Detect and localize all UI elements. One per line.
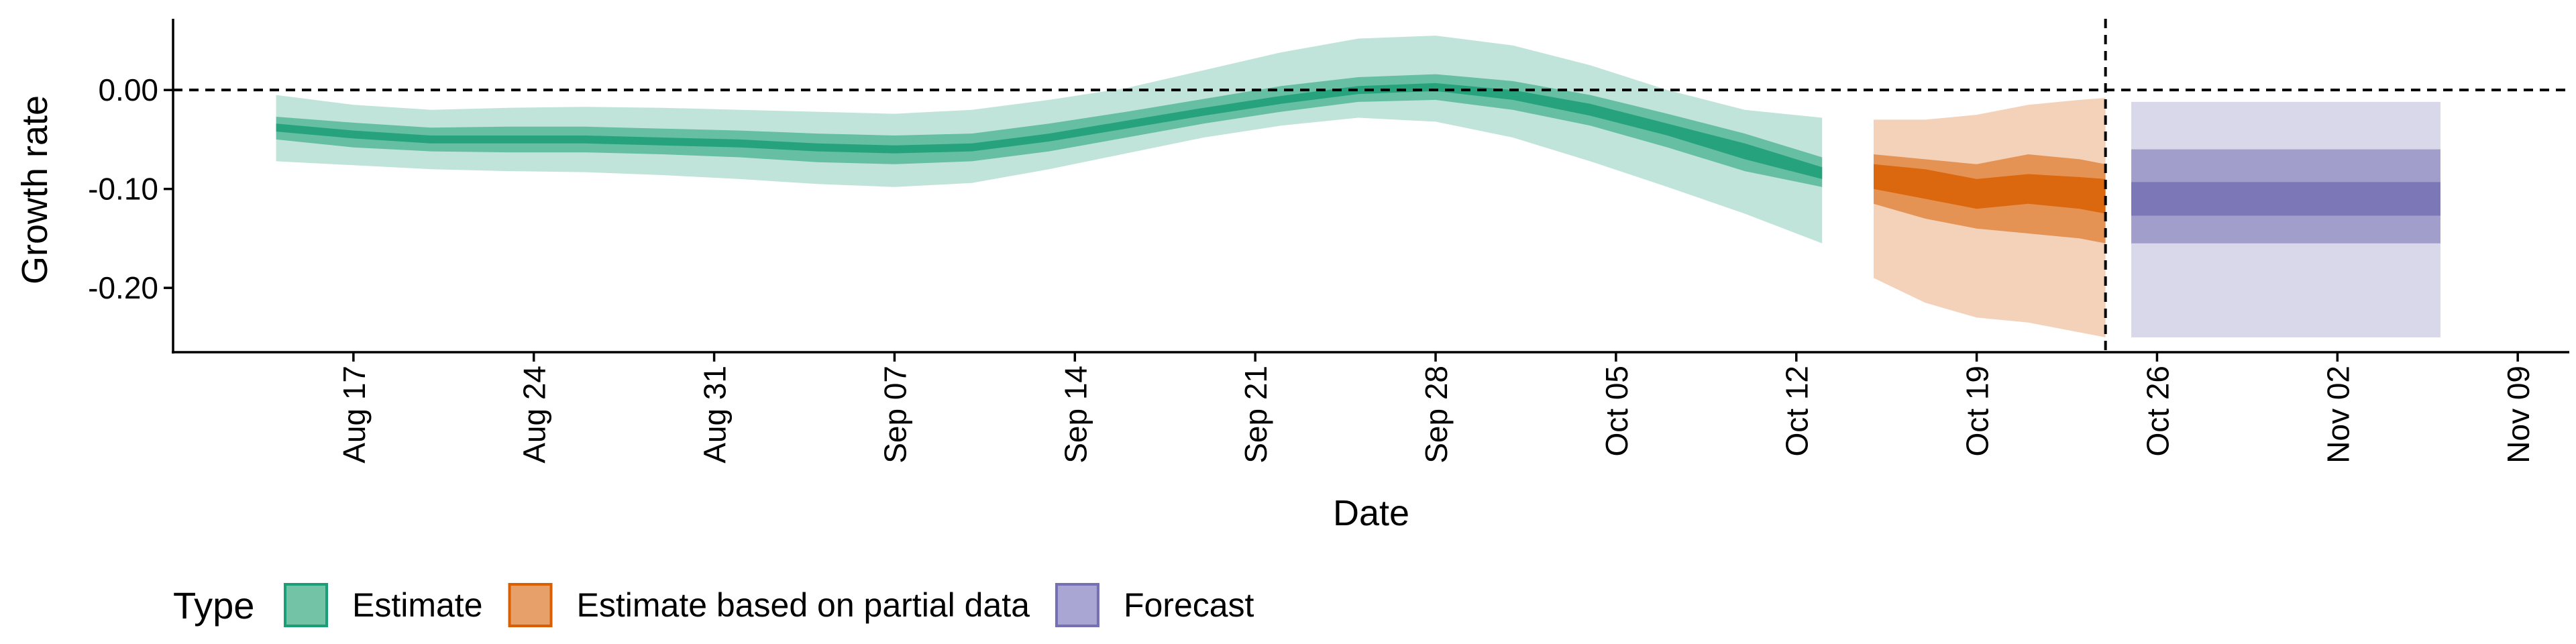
y-tick-label: -0.20 <box>88 270 158 305</box>
x-tick-label: Oct 19 <box>1960 366 1995 457</box>
legend: Type Estimate Estimate based on partial da… <box>173 583 1254 627</box>
estimate-band-50 <box>276 74 1823 187</box>
x-tick-label: Nov 02 <box>2320 366 2355 464</box>
legend-swatch-estimate-based-on-partial-data <box>508 583 553 627</box>
legend-label-forecast: Forecast <box>1124 586 1254 624</box>
legend-swatch-estimate <box>284 583 328 627</box>
estimate-based-on-partial-data-band-20 <box>1874 164 2106 214</box>
y-tick-label: 0.00 <box>98 72 158 107</box>
legend-label-estimate: Estimate <box>352 586 483 624</box>
x-tick-label: Sep 14 <box>1058 366 1093 464</box>
x-axis-title: Date <box>1333 493 1409 533</box>
x-tick-label: Oct 26 <box>2141 366 2176 457</box>
x-tick-label: Oct 05 <box>1599 366 1634 457</box>
x-tick-label: Sep 21 <box>1238 366 1273 464</box>
forecast-band-20 <box>2131 182 2440 216</box>
x-tick-label: Aug 31 <box>698 366 733 464</box>
x-tick-label: Sep 28 <box>1419 366 1454 464</box>
y-tick-label: -0.10 <box>88 172 158 207</box>
legend-title: Type <box>173 584 254 627</box>
legend-label-estimate-based-on-partial-data: Estimate based on partial data <box>577 586 1030 624</box>
x-tick-label: Sep 07 <box>877 366 912 464</box>
x-axis-ticks: Aug 17 Aug 24 Aug 31 Sep 07 Sep 14 Sep 21 Sep … <box>337 352 2536 464</box>
y-axis-ticks: 0.00 -0.10 -0.20 <box>88 72 173 305</box>
x-tick-label: Nov 09 <box>2501 366 2536 464</box>
x-tick-label: Aug 17 <box>337 366 372 464</box>
x-tick-label: Aug 24 <box>517 366 552 464</box>
x-tick-label: Oct 12 <box>1780 366 1815 457</box>
uncertainty-bands <box>276 36 2440 337</box>
axes <box>172 19 2569 354</box>
y-axis-title: Growth rate <box>15 95 55 284</box>
legend-swatch-forecast <box>1055 583 1099 627</box>
reference-lines <box>173 19 2569 352</box>
